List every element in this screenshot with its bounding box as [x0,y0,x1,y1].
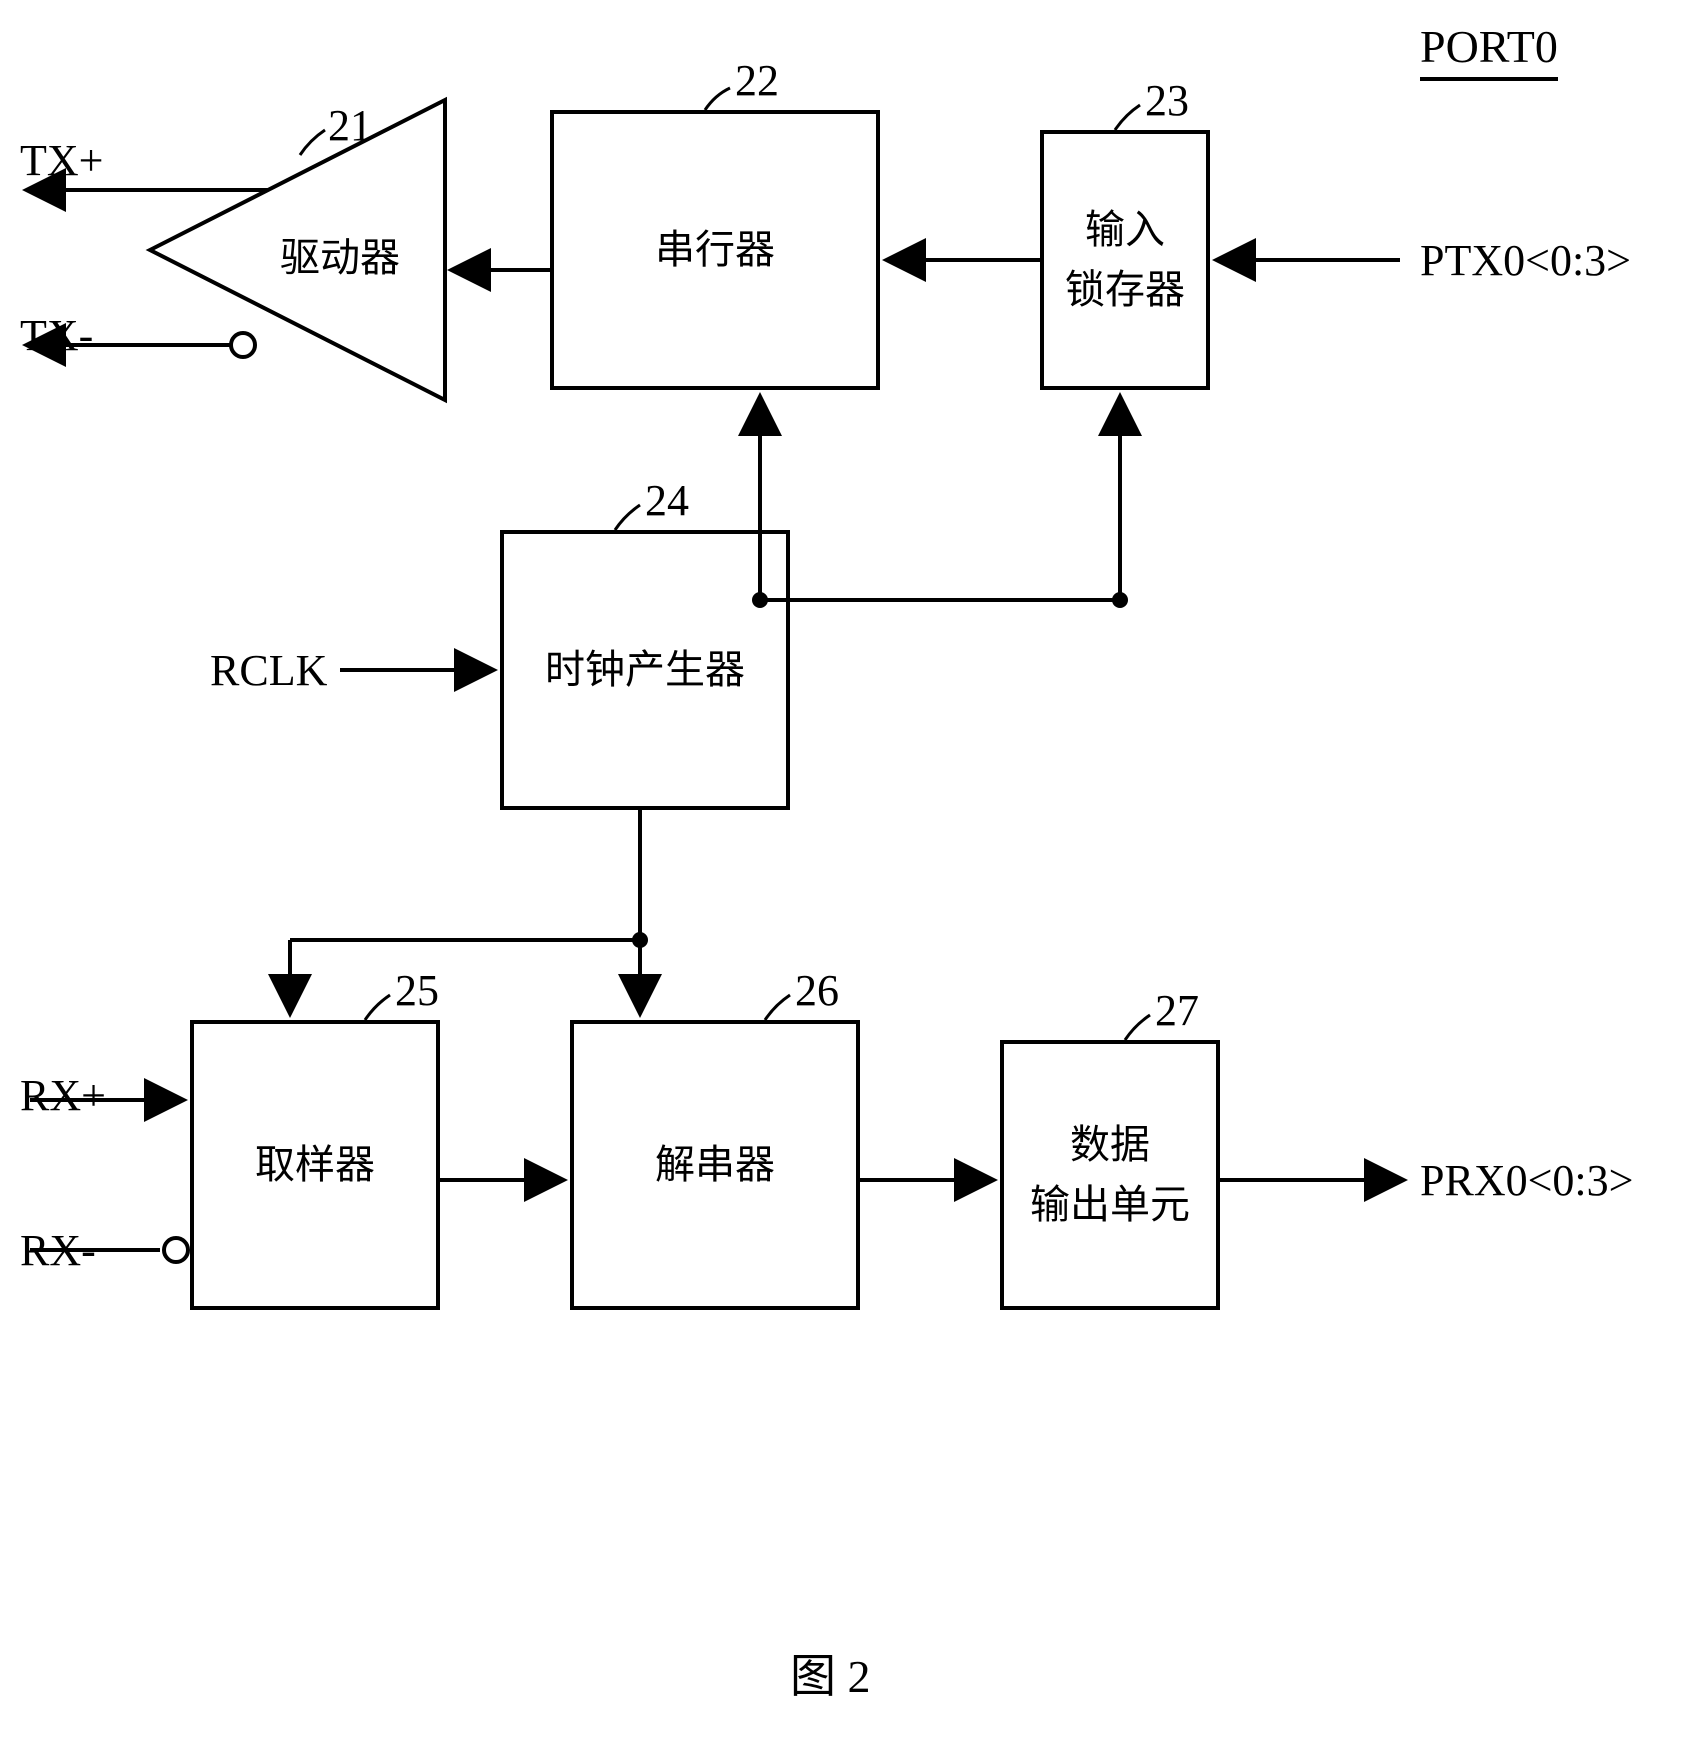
ref22-tick [705,88,730,110]
rclk-label: RCLK [210,645,327,696]
input-latch-label: 输入 锁存器 [1065,200,1185,320]
port-label: PORT0 [1420,20,1558,81]
tx-plus-label: TX+ [20,135,103,186]
clock-gen-label: 时钟产生器 [545,640,745,700]
ref25-tick [365,995,390,1020]
sampler-block: 取样器 [190,1020,440,1310]
figure-label: 图 2 [790,1640,871,1706]
tx-minus-label: TX- [20,310,93,361]
data-out-block: 数据 输出单元 [1000,1040,1220,1310]
input-latch-block: 输入 锁存器 [1040,130,1210,390]
clk-bottom-junction [632,932,648,948]
clk-top-junction [1112,592,1128,608]
ref21-tick [300,130,325,155]
serializer-label: 串行器 [655,220,775,280]
ref-24: 24 [645,475,689,526]
ref26-tick [765,995,790,1020]
rx-minus-label: RX- [20,1225,96,1276]
deserializer-label: 解串器 [655,1135,775,1195]
tx-minus-bubble [231,333,255,357]
ref-25: 25 [395,965,439,1016]
ref-27: 27 [1155,985,1199,1036]
sampler-label: 取样器 [255,1135,375,1195]
ref24-tick [615,505,640,530]
ref23-tick [1115,105,1140,130]
ref-26: 26 [795,965,839,1016]
rxminus-bubble [164,1238,188,1262]
ptx-label: PTX0<0:3> [1420,235,1631,286]
ref27-tick [1125,1015,1150,1040]
clock-gen-block: 时钟产生器 [500,530,790,810]
ref-21: 21 [328,100,372,151]
serializer-block: 串行器 [550,110,880,390]
driver-label: 驱动器 [280,225,400,283]
data-out-label: 数据 输出单元 [1030,1115,1190,1235]
ref-23: 23 [1145,75,1189,126]
rx-plus-label: RX+ [20,1070,106,1121]
ref-22: 22 [735,55,779,106]
deserializer-block: 解串器 [570,1020,860,1310]
prx-label: PRX0<0:3> [1420,1155,1633,1206]
